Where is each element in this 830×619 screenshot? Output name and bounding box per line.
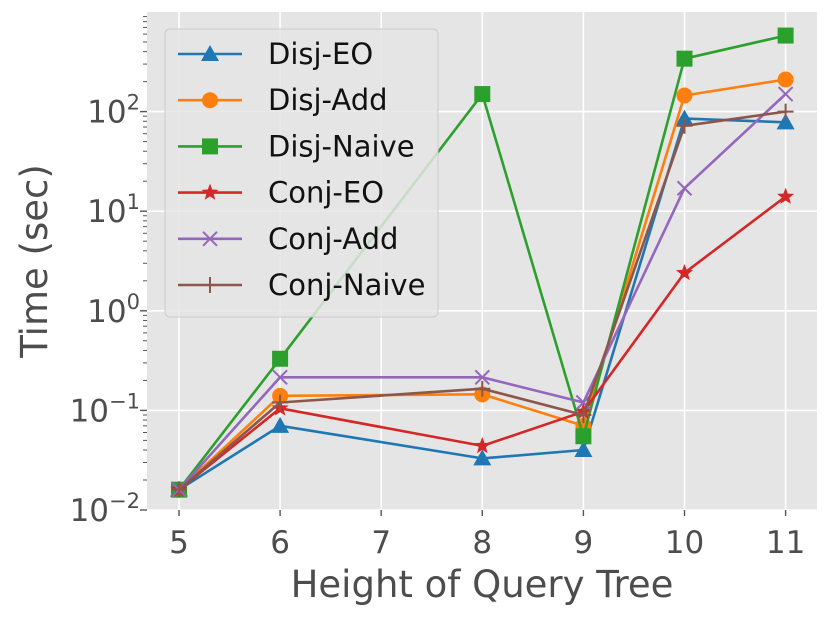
- x-tick-label: 10: [665, 525, 704, 561]
- legend-marker-disj-naive: [202, 138, 218, 155]
- legend-item-conj-naive: Conj-Naive: [178, 268, 425, 302]
- y-axis-title: Time (sec): [13, 164, 56, 359]
- y-tick-label: 10−2: [70, 489, 140, 529]
- x-tick-label: 6: [270, 525, 290, 561]
- legend-marker-conj-naive: [202, 277, 218, 293]
- legend-item-conj-add: Conj-Add: [178, 222, 398, 256]
- legend-marker-conj-eo: [201, 183, 219, 200]
- data-point-conj-add: [272, 369, 288, 385]
- data-point-disj-naive: [575, 428, 592, 445]
- legend-label: Disj-Add: [268, 83, 388, 117]
- data-point-conj-eo: [675, 263, 694, 281]
- data-point-conj-naive: [474, 380, 491, 397]
- legend-label: Conj-Add: [268, 222, 398, 256]
- x-tick-label: 11: [766, 525, 805, 561]
- x-axis-title: Height of Query Tree: [291, 563, 674, 606]
- series-line-disj-naive: [177, 34, 786, 491]
- legend-marker-disj-eo: [201, 45, 219, 61]
- data-point-conj-eo: [473, 436, 491, 454]
- data-point-conj-naive: [272, 394, 289, 411]
- legend-item-disj-naive: Disj-Naive: [178, 129, 415, 163]
- y-tick-label: 100: [87, 290, 140, 330]
- x-axis: 5 6 7 8 9 10 11: [169, 510, 805, 561]
- x-tick-label: 5: [169, 525, 189, 561]
- data-point-disj-add: [676, 87, 693, 104]
- data-point-conj-naive: [171, 481, 187, 498]
- data-point-conj-naive: [676, 117, 693, 134]
- data-point-disj-eo: [271, 416, 290, 433]
- x-tick-label: 8: [472, 525, 492, 561]
- legend-marker-conj-add: [202, 231, 218, 247]
- legend: Disj-EO Disj-Add Disj-Naive Conj-EO Conj-Add…: [164, 28, 439, 318]
- legend-label: Disj-Naive: [268, 129, 415, 163]
- legend-label: Conj-EO: [268, 176, 384, 210]
- y-tick-label: 102: [87, 91, 140, 131]
- legend-marker-disj-add: [202, 92, 218, 109]
- legend-item-conj-eo: Conj-EO: [178, 176, 384, 210]
- series-line-conj-naive: [178, 110, 786, 491]
- data-point-conj-naive: [575, 406, 592, 423]
- data-point-disj-eo: [776, 113, 795, 130]
- series-line-conj-add: [178, 93, 787, 491]
- data-point-conj-naive: [777, 103, 794, 120]
- y-tick-label: 101: [87, 190, 140, 230]
- y-axis: 10−2 10−1 100 101 102: [70, 16, 147, 529]
- data-point-disj-eo: [473, 449, 492, 466]
- series-conj-naive: [171, 103, 794, 498]
- x-tick-label: 7: [371, 525, 391, 561]
- data-point-disj-naive: [474, 86, 491, 103]
- legend-label: Conj-Naive: [268, 268, 425, 302]
- data-point-conj-eo: [777, 187, 795, 204]
- series-layer: [170, 27, 795, 498]
- legend-label: Disj-EO: [268, 37, 373, 71]
- data-point-disj-naive: [676, 50, 693, 67]
- data-point-disj-eo: [675, 109, 694, 126]
- legend-item-disj-eo: Disj-EO: [178, 37, 373, 71]
- data-point-conj-add: [676, 180, 693, 196]
- data-point-disj-add: [777, 71, 794, 88]
- x-tick-label: 9: [574, 525, 594, 561]
- series-line-disj-add: [178, 78, 786, 491]
- data-point-disj-naive: [272, 350, 289, 367]
- legend-item-disj-add: Disj-Add: [178, 83, 388, 117]
- series-line-disj-eo: [178, 117, 786, 491]
- data-point-conj-add: [777, 86, 794, 102]
- data-point-conj-add: [474, 369, 491, 385]
- y-tick-label: 10−1: [70, 389, 140, 429]
- series-line-conj-eo: [178, 195, 787, 491]
- data-point-disj-eo: [574, 441, 593, 458]
- data-point-disj-naive: [777, 27, 794, 44]
